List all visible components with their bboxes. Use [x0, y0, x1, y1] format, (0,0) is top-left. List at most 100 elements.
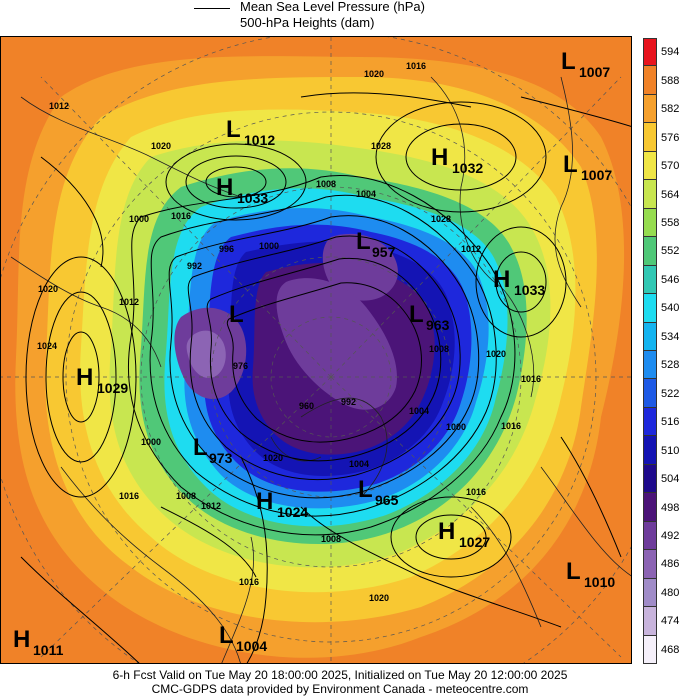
colorbar-label: 492 [661, 529, 680, 542]
isobar-label: 1028 [431, 214, 451, 224]
colorbar-label: 474 [661, 615, 680, 628]
isobar-label: 1008 [316, 179, 336, 189]
isobar-label: 1016 [501, 421, 521, 431]
colorbar-swatch [643, 151, 657, 181]
colorbar-label: 540 [661, 302, 680, 315]
system-H1024: H [256, 488, 273, 515]
system-L973-value: 973 [209, 450, 233, 466]
system-L965: L [358, 476, 373, 503]
system-L1010: L [566, 558, 581, 585]
colorbar-label: 546 [661, 273, 680, 286]
colorbar-swatch [643, 379, 657, 408]
colorbar-label: 570 [661, 160, 680, 173]
colorbar-swatch [643, 635, 657, 664]
colorbar-swatch [643, 578, 657, 608]
colorbar-swatch [643, 550, 657, 579]
isobar-label: 976 [233, 361, 248, 371]
colorbar-label: 582 [661, 103, 680, 116]
isobar-label: 1012 [49, 101, 69, 111]
system-L1007-e: L [563, 151, 578, 178]
isobar-label: 1012 [201, 501, 221, 511]
colorbar-swatch [643, 237, 657, 266]
isobar-label: 996 [219, 244, 234, 254]
isobar-label: 1020 [486, 349, 506, 359]
colorbar-swatch [643, 294, 657, 323]
isobar-label: 1016 [406, 61, 426, 71]
system-L963: L [409, 301, 424, 328]
colorbar-swatch [643, 94, 657, 124]
isobar-label: 1028 [371, 141, 391, 151]
system-L1012: L [226, 116, 241, 143]
colorbar-label: 564 [661, 188, 680, 201]
system-H1033-w: H [216, 174, 233, 201]
isobar-label: 1016 [521, 374, 541, 384]
system-L957: L [356, 228, 371, 255]
colorbar-swatch [643, 123, 657, 152]
colorbar-swatch [643, 407, 657, 437]
isobar-label: 1016 [119, 491, 139, 501]
system-H1011-value: 1011 [33, 642, 64, 658]
colorbar-label: 498 [661, 501, 680, 514]
colorbar-swatch [643, 38, 657, 67]
colorbar-swatch [643, 265, 657, 295]
colorbar-swatch [643, 521, 657, 551]
system-H1029: H [76, 364, 93, 391]
pressure-centers: L 1007 L 1012 H 1033 H 1032 L 1007 L 957… [13, 48, 615, 658]
isobar-label: 1000 [259, 241, 279, 251]
isobar-label: 1020 [151, 141, 171, 151]
colorbar-label: 480 [661, 586, 680, 599]
colorbar-label: 588 [661, 74, 680, 87]
system-L1007-e-value: 1007 [581, 167, 612, 183]
isobar-label: 1020 [369, 593, 389, 603]
system-H1032: H [431, 144, 448, 171]
colorbar-label: 552 [661, 245, 680, 258]
system-L973: L [193, 434, 208, 461]
isobar-label: 1008 [321, 534, 341, 544]
system-H1029-value: 1029 [97, 380, 128, 396]
system-H1033-w-value: 1033 [237, 190, 268, 206]
colorbar-label: 510 [661, 444, 680, 457]
colorbar-label: 534 [661, 330, 680, 343]
colorbar-swatch [643, 436, 657, 465]
isobar-label: 1016 [466, 487, 486, 497]
map-canvas: L 1007 L 1012 H 1033 H 1032 L 1007 L 957… [1, 37, 631, 663]
isobar-label: 1000 [129, 214, 149, 224]
system-L-center-west: L [229, 301, 244, 328]
isobar-label: 1008 [429, 344, 449, 354]
colorbar-swatch [643, 351, 657, 380]
colorbar-label: 504 [661, 473, 680, 486]
colorbar-swatch [643, 208, 657, 238]
coastlines [10, 76, 631, 663]
isobar-label: 1008 [176, 491, 196, 501]
colorbar-label: 522 [661, 387, 680, 400]
colorbar-label: 558 [661, 216, 680, 229]
system-L963-value: 963 [426, 317, 450, 333]
system-H1011: H [13, 626, 30, 653]
colorbar-swatch [643, 66, 657, 95]
isobar-label: 1020 [364, 69, 384, 79]
system-L1007-ne: L [561, 48, 576, 75]
system-L957-value: 957 [372, 244, 396, 260]
system-L1007-ne-value: 1007 [579, 64, 610, 80]
isobar-label: 1004 [409, 406, 429, 416]
isobar-label: 960 [299, 401, 314, 411]
isobar-label: 1016 [171, 211, 191, 221]
colorbar-label: 468 [661, 643, 680, 656]
isobars [20, 92, 631, 663]
forecast-valid-text: 6-h Fcst Valid on Tue May 20 18:00:00 20… [112, 668, 568, 682]
colorbar-label: 528 [661, 359, 680, 372]
system-H1032-value: 1032 [452, 160, 483, 176]
system-L1012-value: 1012 [244, 132, 275, 148]
isobar-label: 1024 [37, 341, 57, 351]
polar-weather-map: L 1007 L 1012 H 1033 H 1032 L 1007 L 957… [0, 36, 632, 664]
isobar-label: 1000 [141, 437, 161, 447]
system-L1010-value: 1010 [584, 574, 615, 590]
isobar-value-labels: 1016 1020 1012 1020 1028 1016 1008 1004 … [37, 61, 541, 603]
isobar-label: 1020 [38, 284, 58, 294]
map-legend: Mean Sea Level Pressure (hPa) 500-hPa He… [190, 0, 510, 36]
colorbar-label: 576 [661, 131, 680, 144]
colorbar-swatch [643, 322, 657, 351]
isobar-label: 1020 [263, 453, 283, 463]
isobar-label: 1012 [119, 297, 139, 307]
system-H1027-value: 1027 [459, 534, 490, 550]
